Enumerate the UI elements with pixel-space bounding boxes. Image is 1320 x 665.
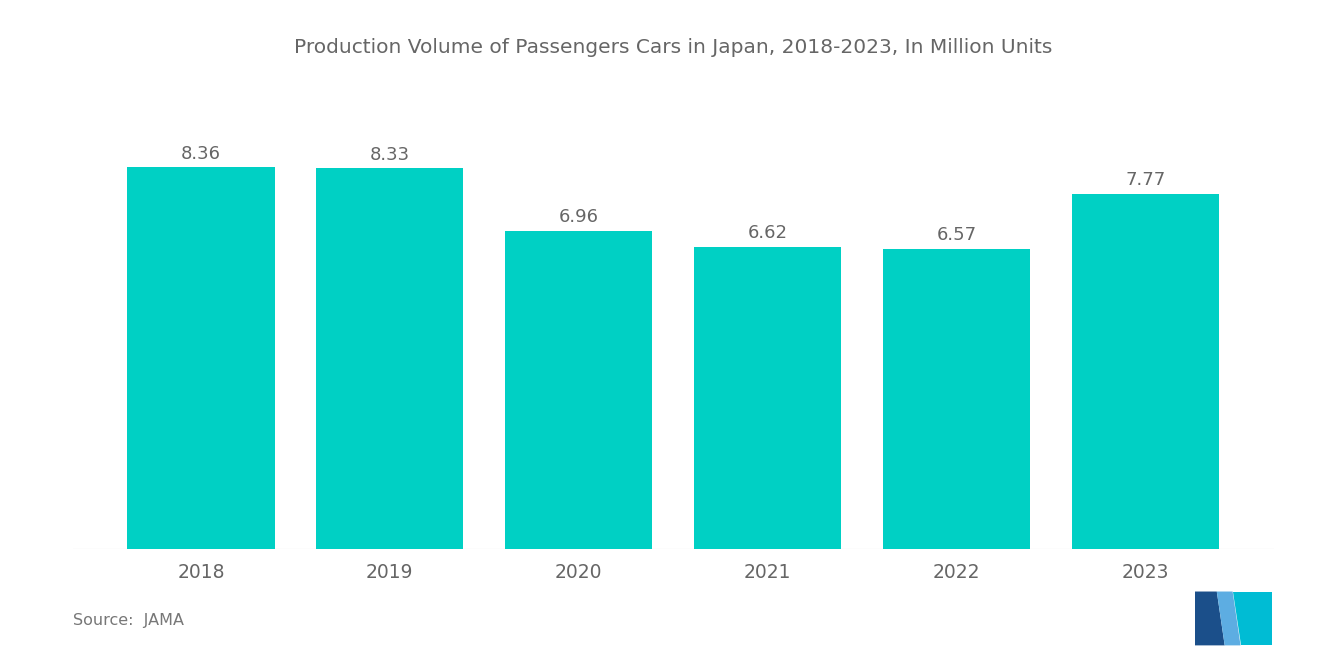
Text: 7.77: 7.77: [1126, 172, 1166, 190]
Polygon shape: [1195, 592, 1225, 645]
Text: 8.36: 8.36: [181, 144, 220, 162]
Bar: [1072, 194, 1220, 549]
Text: Source:  JAMA: Source: JAMA: [73, 613, 183, 628]
Text: 6.96: 6.96: [558, 208, 599, 226]
Text: 6.62: 6.62: [747, 224, 788, 242]
Bar: [506, 231, 652, 549]
Text: 6.57: 6.57: [936, 226, 977, 244]
Bar: [127, 167, 275, 549]
Bar: [694, 247, 841, 549]
Bar: [883, 249, 1031, 549]
Polygon shape: [1217, 592, 1241, 645]
Title: Production Volume of Passengers Cars in Japan, 2018-2023, In Million Units: Production Volume of Passengers Cars in …: [294, 37, 1052, 57]
Polygon shape: [1233, 592, 1272, 645]
Text: 8.33: 8.33: [370, 146, 411, 164]
Bar: [315, 168, 463, 549]
